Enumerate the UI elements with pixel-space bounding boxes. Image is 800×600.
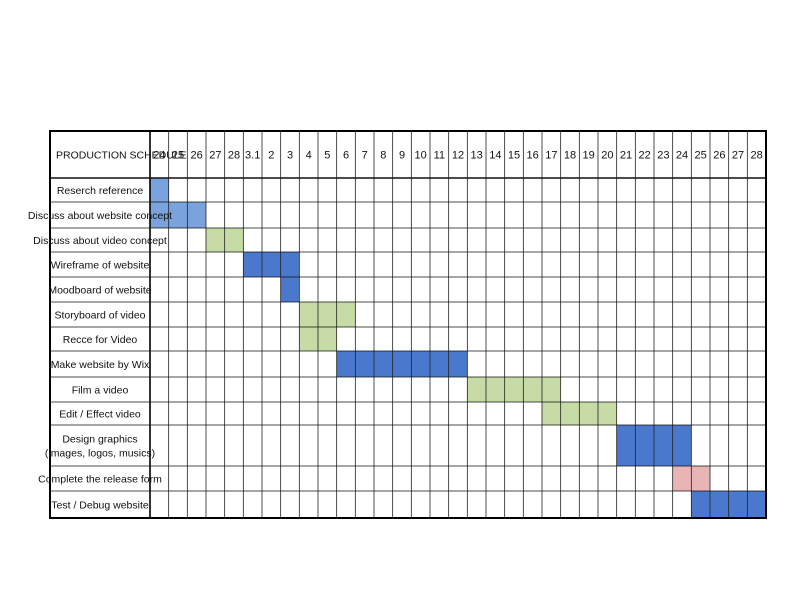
day-label: 14 xyxy=(489,150,501,162)
task-bar xyxy=(280,277,300,302)
day-label: 15 xyxy=(508,150,520,162)
day-label: 28 xyxy=(228,150,240,162)
day-label: 13 xyxy=(471,150,483,162)
task-label: Recce for Video xyxy=(63,334,138,346)
task-label: (images, logos, musics) xyxy=(45,448,155,460)
day-label: 24 xyxy=(676,150,688,162)
day-label: 26 xyxy=(191,150,203,162)
table-border xyxy=(49,130,767,519)
day-label: 27 xyxy=(209,150,221,162)
chart-title: PRODUCTION SCHEDULE xyxy=(56,150,187,162)
day-label: 17 xyxy=(545,150,557,162)
task-label: Discuss about video concept xyxy=(33,235,167,247)
day-label: 10 xyxy=(415,150,427,162)
task-label: Storyboard of video xyxy=(54,310,145,322)
day-label: 27 xyxy=(732,150,744,162)
day-label: 6 xyxy=(343,150,349,162)
day-label: 19 xyxy=(583,150,595,162)
day-label: 16 xyxy=(527,150,539,162)
task-bar xyxy=(150,202,206,228)
day-label: 3 xyxy=(287,150,293,162)
task-label: Reserch reference xyxy=(57,185,144,197)
day-label: 20 xyxy=(601,150,613,162)
task-bar xyxy=(467,377,561,402)
day-label: 4 xyxy=(306,150,312,162)
day-label: 3.1 xyxy=(245,150,260,162)
task-bar xyxy=(299,302,356,327)
task-bar xyxy=(336,351,468,377)
day-label: 8 xyxy=(380,150,386,162)
day-label: 7 xyxy=(362,150,368,162)
task-bar xyxy=(150,178,169,202)
task-label: Design graphics xyxy=(62,434,137,446)
day-label: 25 xyxy=(172,150,184,162)
day-label: 9 xyxy=(399,150,405,162)
task-label: Make website by Wix xyxy=(51,359,150,371)
task-label: Edit / Effect video xyxy=(59,409,141,421)
day-label: 2 xyxy=(268,150,274,162)
day-label: 5 xyxy=(324,150,330,162)
task-label: Wireframe of website xyxy=(51,260,150,272)
day-label: 24 xyxy=(153,150,165,162)
task-bar xyxy=(243,252,300,277)
day-label: 28 xyxy=(751,150,763,162)
task-label: Complete the release form xyxy=(38,474,162,486)
day-label: 12 xyxy=(452,150,464,162)
day-label: 21 xyxy=(620,150,632,162)
task-label: Discuss about website concept xyxy=(28,210,172,222)
day-label: 26 xyxy=(713,150,725,162)
task-label: Film a video xyxy=(72,385,129,397)
task-label: Moodboard of website xyxy=(48,285,151,297)
day-label: 11 xyxy=(434,150,445,162)
day-label: 23 xyxy=(657,150,669,162)
day-label: 22 xyxy=(639,150,651,162)
day-label: 25 xyxy=(695,150,707,162)
task-label: Test / Debug website xyxy=(51,500,149,512)
day-label: 18 xyxy=(564,150,576,162)
